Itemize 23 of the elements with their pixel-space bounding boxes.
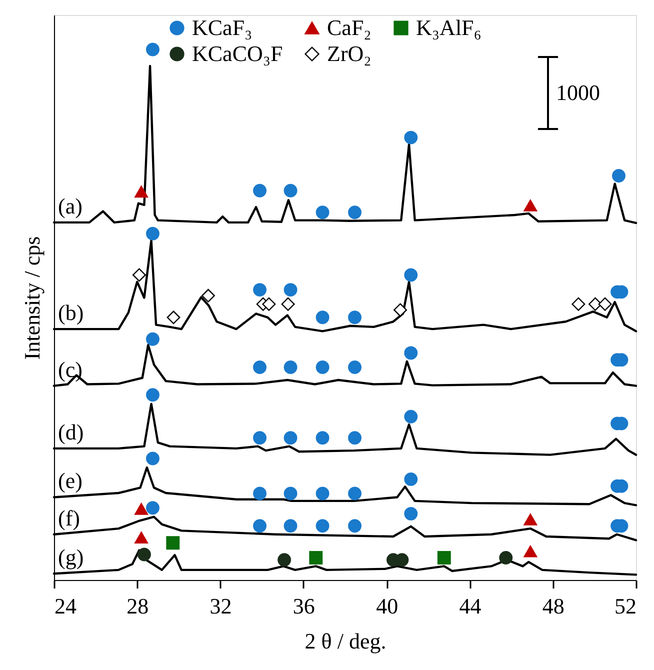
series-label: (a) xyxy=(58,193,82,218)
series-label: (e) xyxy=(58,468,82,494)
legend-label: K₃AlF₆ xyxy=(416,15,482,40)
legend-label: ZrO₂ xyxy=(327,41,372,66)
series-label: (f) xyxy=(58,505,80,530)
x-axis-title: 2 θ / deg. xyxy=(304,628,386,654)
legend-label: CaF₂ xyxy=(327,15,372,40)
series-label: (c) xyxy=(58,356,82,382)
series-label: (b) xyxy=(58,300,84,326)
annotation: 1000 xyxy=(556,80,600,105)
x-tick-label: 32 xyxy=(210,594,232,618)
x-tick-label: 44 xyxy=(459,594,482,618)
x-tick-label: 28 xyxy=(126,594,149,618)
legend-label: KCaCO₃F xyxy=(192,41,283,66)
series-label: (d) xyxy=(58,419,84,444)
x-tick-label: 48 xyxy=(542,594,564,618)
series-label: (g) xyxy=(58,544,84,570)
y-axis-title: Intensity / cps xyxy=(20,236,44,360)
x-tick-label: 24 xyxy=(54,594,76,618)
x-tick-label: 36 xyxy=(292,594,315,618)
legend-label: KCaF₃ xyxy=(192,15,252,40)
x-tick-label: 40 xyxy=(376,594,398,618)
x-tick-label: 52 xyxy=(614,594,636,618)
